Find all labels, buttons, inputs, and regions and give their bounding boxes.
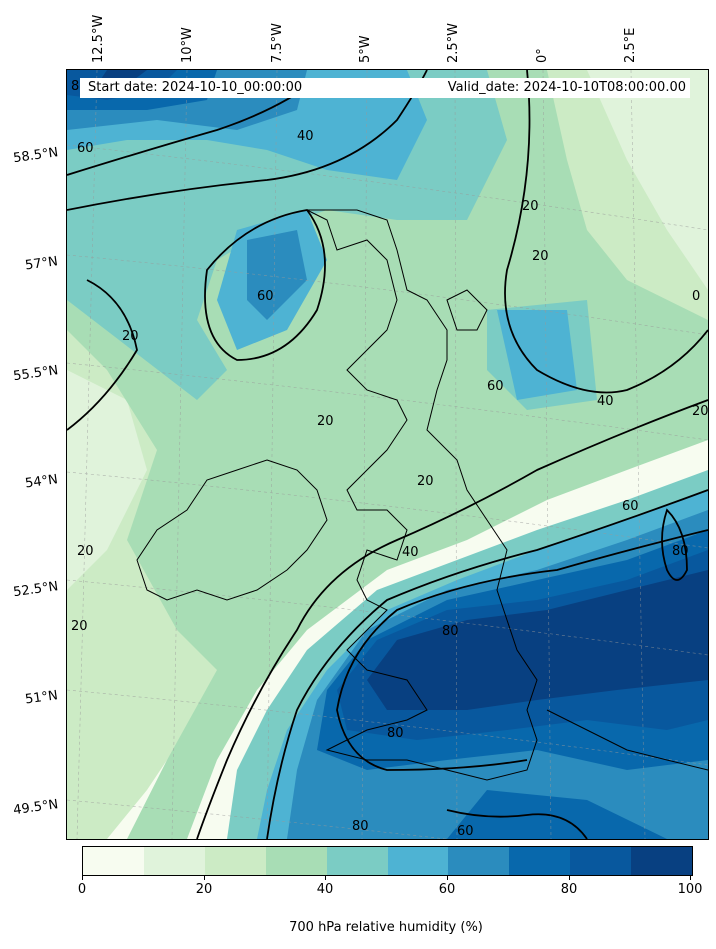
lon-label-0: 0° <box>535 48 550 63</box>
contour-40-north <box>67 70 428 211</box>
contour-label-80-c: 80 <box>387 726 404 741</box>
ireland-coast <box>136 459 328 601</box>
contour-label-0: 0 <box>692 289 700 304</box>
contour-80-south <box>336 529 708 771</box>
lon-label-10w: 10°W <box>180 27 195 63</box>
lat-label-55.5n: 55.5°N <box>12 363 60 385</box>
contour-60-scotland <box>204 209 326 361</box>
humidity-band-90-100 <box>97 70 708 710</box>
colorbar-segment-2 <box>204 847 266 875</box>
colorbar-segment-6 <box>448 847 510 875</box>
great-britain-coast <box>306 209 538 781</box>
lon-label-2.5w: 2.5°W <box>446 22 461 63</box>
lat-label-58.5n: 58.5°N <box>12 145 60 167</box>
humidity-map: 80 60 40 20 20 0 20 20 40 20 40 60 80 80… <box>66 69 709 840</box>
graticule <box>67 70 708 839</box>
island-coast <box>446 289 488 331</box>
colorbar-segment-0 <box>83 847 144 875</box>
contour-60-north <box>67 79 318 176</box>
contour-label-20-west-b: 20 <box>122 329 139 344</box>
contour-20-east <box>504 70 708 394</box>
contour-label-40-east: 40 <box>597 394 614 409</box>
lat-label-51n: 51°N <box>24 688 60 708</box>
contour-label-20-east: 20 <box>522 199 539 214</box>
colorbar-tick-40 <box>325 875 326 880</box>
contour-label-80-south: 80 <box>442 624 459 639</box>
contour-80-east <box>661 508 688 581</box>
humidity-field: 80 60 40 20 20 0 20 20 40 20 40 60 80 80… <box>67 70 708 839</box>
colorbar-tick-60 <box>447 875 448 880</box>
contour-label-20-southwest: 20 <box>71 619 88 634</box>
lon-label-5w: 5°W <box>358 35 373 63</box>
contour-label-group: 80 60 40 20 20 0 20 20 40 20 40 60 80 80… <box>71 79 708 839</box>
lon-label-12.5w: 12.5°W <box>91 14 106 63</box>
colorbar-label-40: 40 <box>316 882 334 897</box>
contour-40-south <box>196 399 708 839</box>
colorbar-segment-3 <box>265 847 327 875</box>
contour-label-20-b: 20 <box>532 249 549 264</box>
coastlines <box>136 209 708 781</box>
colorbar-segment-8 <box>570 847 632 875</box>
colorbar-label-0: 0 <box>77 882 87 897</box>
lat-label-52.5n: 52.5°N <box>12 579 60 601</box>
contour-label-80-bottom: 80 <box>352 819 369 834</box>
contour-60-south <box>266 489 708 839</box>
contour-20-west <box>67 279 138 431</box>
colorbar-label-80: 80 <box>560 882 578 897</box>
contour-label-20-c: 20 <box>417 474 434 489</box>
colorbar-label-20: 20 <box>195 882 213 897</box>
colorbar-title: 700 hPa relative humidity (%) <box>289 920 483 935</box>
contour-label-20-far-east: 20 <box>692 404 708 419</box>
contour-label-60-east: 60 <box>487 379 504 394</box>
colorbar-segment-9 <box>631 847 693 875</box>
contour-label-40: 40 <box>297 129 314 144</box>
contour-label-80-east: 80 <box>672 544 689 559</box>
colorbar-tick-0 <box>82 875 83 880</box>
colorbar-segment-5 <box>387 847 449 875</box>
header-box <box>80 78 690 98</box>
start-date: Start date: 2024-10-10_00:00:00 <box>88 80 303 95</box>
lat-label-57n: 57°N <box>24 254 60 274</box>
colorbar-segment-1 <box>143 847 205 875</box>
valid-date: Valid_date: 2024-10-10T08:00:00.00 <box>447 80 686 95</box>
contour-lines <box>67 70 708 839</box>
contour-label-60-bottom: 60 <box>457 824 474 839</box>
lat-label-49.5n: 49.5°N <box>12 797 60 819</box>
colorbar <box>82 846 693 876</box>
colorbar-tick-80 <box>569 875 570 880</box>
lon-label-7.5w: 7.5°W <box>270 22 285 63</box>
colorbar-tick-20 <box>204 875 205 880</box>
contour-label-40-south: 40 <box>402 545 419 560</box>
contour-80-bottom <box>446 809 588 839</box>
contour-label-20-west: 20 <box>77 544 94 559</box>
humidity-band-30-40 <box>67 70 708 839</box>
lat-label-54n: 54°N <box>24 472 60 492</box>
colorbar-label-60: 60 <box>438 882 456 897</box>
contour-label-60-scotland: 60 <box>257 289 274 304</box>
colorbar-segment-7 <box>509 847 571 875</box>
contour-label-60: 60 <box>77 141 94 156</box>
contour-label-60-south: 60 <box>622 499 639 514</box>
colorbar-segment-4 <box>326 847 388 875</box>
colorbar-tick-100 <box>690 875 691 880</box>
continent-coast <box>546 709 708 771</box>
contour-label-20-mid: 20 <box>317 414 334 429</box>
lon-label-2.5e: 2.5°E <box>623 27 638 63</box>
colorbar-label-100: 100 <box>677 882 703 897</box>
